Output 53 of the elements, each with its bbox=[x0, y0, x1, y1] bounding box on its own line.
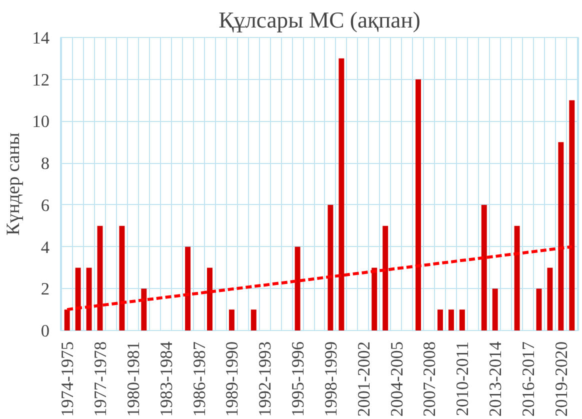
x-tick-label: 1983-1984 bbox=[156, 341, 176, 417]
bar bbox=[481, 204, 487, 330]
bar bbox=[328, 204, 334, 330]
y-axis-title: Күндер саны bbox=[3, 132, 24, 236]
bar bbox=[448, 310, 454, 330]
x-tick-label: 2004-2005 bbox=[387, 341, 406, 417]
bar bbox=[558, 142, 564, 330]
bar bbox=[569, 100, 575, 330]
bar bbox=[437, 310, 443, 330]
bar bbox=[119, 226, 125, 330]
bar bbox=[75, 268, 81, 330]
x-tick-label: 2016-2017 bbox=[519, 341, 538, 417]
bar bbox=[141, 288, 147, 330]
y-tick-label: 14 bbox=[32, 28, 50, 48]
x-tick-label: 2007-2008 bbox=[420, 341, 440, 417]
bar bbox=[338, 58, 344, 330]
bar bbox=[416, 79, 422, 330]
x-tick-label: 2010-2011 bbox=[453, 341, 472, 416]
y-tick-label: 8 bbox=[40, 154, 50, 174]
y-tick-label: 6 bbox=[40, 196, 50, 215]
bar bbox=[492, 288, 498, 330]
chart-title: Құлсары МС (ақпан) bbox=[218, 8, 420, 32]
bar bbox=[514, 226, 520, 330]
y-tick-label: 2 bbox=[40, 280, 50, 299]
bar bbox=[228, 310, 234, 330]
y-tick-label: 10 bbox=[32, 112, 50, 132]
bar bbox=[372, 268, 378, 330]
x-tick-label: 2013-2014 bbox=[486, 341, 506, 417]
bar bbox=[547, 268, 553, 330]
x-tick-label: 2019-2020 bbox=[552, 341, 571, 417]
bar bbox=[97, 226, 103, 330]
bar bbox=[64, 310, 70, 330]
y-tick-label: 4 bbox=[40, 238, 50, 257]
y-tick-label: 12 bbox=[32, 70, 50, 90]
bar bbox=[250, 310, 256, 330]
x-tick-label: 1974-1975 bbox=[58, 341, 78, 417]
x-tick-label: 1989-1990 bbox=[222, 341, 242, 417]
bar bbox=[294, 246, 300, 330]
line-series bbox=[66, 245, 574, 312]
y-tick-label: 0 bbox=[40, 322, 50, 340]
x-tick-label: 1980-1981 bbox=[124, 341, 143, 417]
bar bbox=[86, 268, 92, 330]
x-tick-label: 1995-1996 bbox=[288, 341, 308, 417]
bar bbox=[536, 288, 542, 330]
x-tick-label: 1977-1978 bbox=[91, 341, 110, 417]
bar bbox=[459, 310, 465, 330]
bar bbox=[382, 226, 388, 330]
x-tick-label: 1992-1993 bbox=[256, 341, 275, 417]
bar bbox=[207, 268, 212, 330]
x-tick-label: 1986-1987 bbox=[190, 341, 209, 417]
x-tick-label: 1998-1999 bbox=[321, 341, 340, 417]
bar bbox=[185, 246, 191, 330]
x-tick-label: 2001-2002 bbox=[354, 341, 374, 417]
